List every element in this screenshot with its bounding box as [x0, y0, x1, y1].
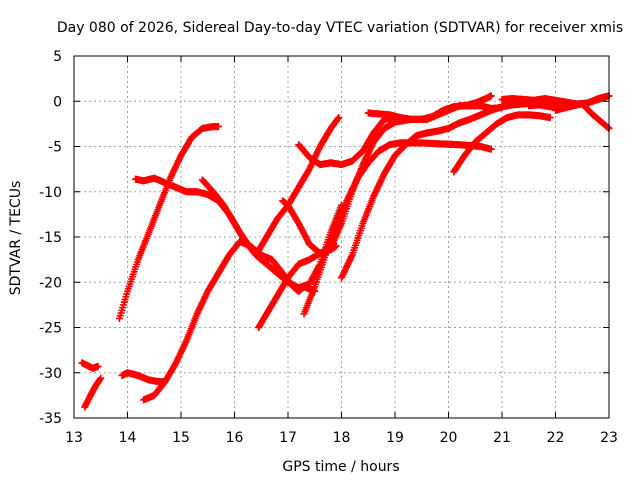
x-tick-label: 16 — [226, 430, 244, 446]
x-tick-label: 19 — [386, 430, 404, 446]
x-axis-label: GPS time / hours — [282, 459, 399, 475]
y-tick-label: -5 — [48, 140, 62, 156]
x-tick-label: 22 — [547, 430, 565, 446]
series-arc-a — [78, 359, 102, 372]
data-point — [97, 374, 105, 382]
data-point — [335, 114, 343, 122]
y-tick-label: -25 — [39, 321, 62, 337]
y-tick-label: -30 — [39, 366, 62, 382]
series-arc-o — [450, 111, 554, 176]
y-tick-label: -15 — [39, 230, 62, 246]
x-tick-label: 20 — [440, 430, 458, 446]
chart-title: Day 080 of 2026, Sidereal Day-to-day VTE… — [57, 20, 623, 36]
grid — [73, 55, 610, 419]
x-tick-label: 18 — [333, 430, 351, 446]
series-arc-r — [552, 92, 613, 114]
data-points — [78, 92, 613, 411]
data-point — [334, 115, 342, 123]
series-arc-b — [81, 374, 105, 411]
x-tick-label: 13 — [65, 430, 83, 446]
series-arc-g — [198, 176, 345, 292]
y-tick-label: 0 — [53, 94, 62, 110]
x-tick-label: 14 — [119, 430, 137, 446]
series-arc-m — [364, 92, 495, 123]
x-tick-label: 21 — [493, 430, 511, 446]
data-point — [94, 362, 102, 370]
series-arc-e — [118, 369, 169, 386]
series-arc-d — [132, 174, 265, 264]
y-tick-label: 5 — [53, 49, 62, 65]
x-tick-label: 17 — [279, 430, 297, 446]
y-tick-label: -35 — [39, 411, 62, 427]
data-point — [487, 145, 495, 153]
y-tick-label: -10 — [39, 185, 62, 201]
data-point — [214, 123, 222, 131]
y-tick-label: -20 — [39, 275, 62, 291]
data-point — [487, 92, 495, 100]
data-point — [546, 114, 554, 122]
x-tick-label: 15 — [172, 430, 190, 446]
x-tick-label: 23 — [600, 430, 618, 446]
series-arc-n — [338, 99, 559, 282]
y-axis-label: SDTVAR / TECUs — [8, 181, 24, 296]
series-arc-f — [140, 238, 319, 404]
axes: 13 14 15 16 17 18 19 20 21 22 23 5 0 -5 -10 -15 -20 -25 -3… — [39, 49, 618, 446]
